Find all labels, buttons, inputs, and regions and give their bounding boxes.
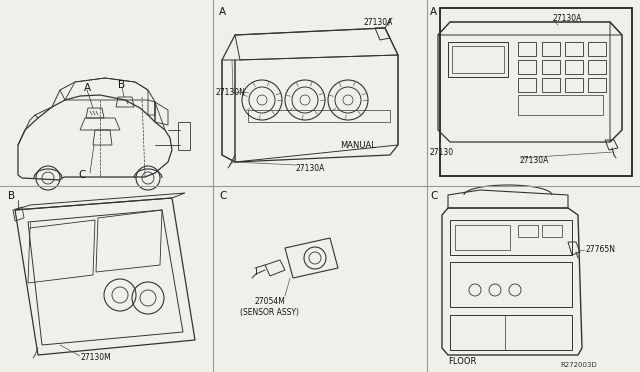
- Bar: [518, 225, 538, 237]
- Bar: [448, 42, 508, 77]
- Bar: [518, 78, 536, 92]
- Bar: [455, 225, 510, 250]
- Text: C: C: [430, 191, 437, 201]
- Bar: [178, 122, 190, 150]
- Text: 27130M: 27130M: [80, 353, 111, 362]
- Bar: [450, 262, 572, 307]
- Text: 27130A: 27130A: [553, 13, 582, 22]
- Bar: [588, 78, 606, 92]
- Bar: [440, 8, 632, 176]
- Text: 27054M: 27054M: [255, 298, 285, 307]
- Bar: [542, 78, 560, 92]
- Bar: [518, 42, 536, 56]
- Bar: [588, 60, 606, 74]
- Text: MANUAL: MANUAL: [340, 141, 376, 150]
- Bar: [452, 46, 504, 73]
- Bar: [588, 42, 606, 56]
- Bar: [542, 42, 560, 56]
- Text: A: A: [430, 7, 437, 17]
- Text: C: C: [78, 170, 86, 180]
- Text: 27130N: 27130N: [216, 87, 246, 96]
- Text: A: A: [219, 7, 226, 17]
- Text: 27765N: 27765N: [586, 246, 616, 254]
- Text: 27130: 27130: [430, 148, 454, 157]
- Text: 27130A: 27130A: [520, 155, 549, 164]
- Bar: [542, 60, 560, 74]
- Bar: [565, 78, 583, 92]
- Text: B: B: [118, 80, 125, 90]
- Text: B: B: [8, 191, 15, 201]
- Text: C: C: [219, 191, 227, 201]
- Bar: [518, 95, 603, 115]
- Text: FLOOR: FLOOR: [448, 357, 476, 366]
- Bar: [450, 315, 572, 350]
- Bar: [248, 110, 390, 122]
- Text: R272003D: R272003D: [560, 362, 596, 368]
- Bar: [518, 60, 536, 74]
- Bar: [450, 220, 572, 255]
- Bar: [565, 42, 583, 56]
- Text: 27130A: 27130A: [364, 17, 393, 26]
- Bar: [542, 225, 562, 237]
- Text: A: A: [83, 83, 91, 93]
- Bar: [565, 60, 583, 74]
- Text: (SENSOR ASSY): (SENSOR ASSY): [241, 308, 300, 317]
- Text: 27130A: 27130A: [296, 164, 325, 173]
